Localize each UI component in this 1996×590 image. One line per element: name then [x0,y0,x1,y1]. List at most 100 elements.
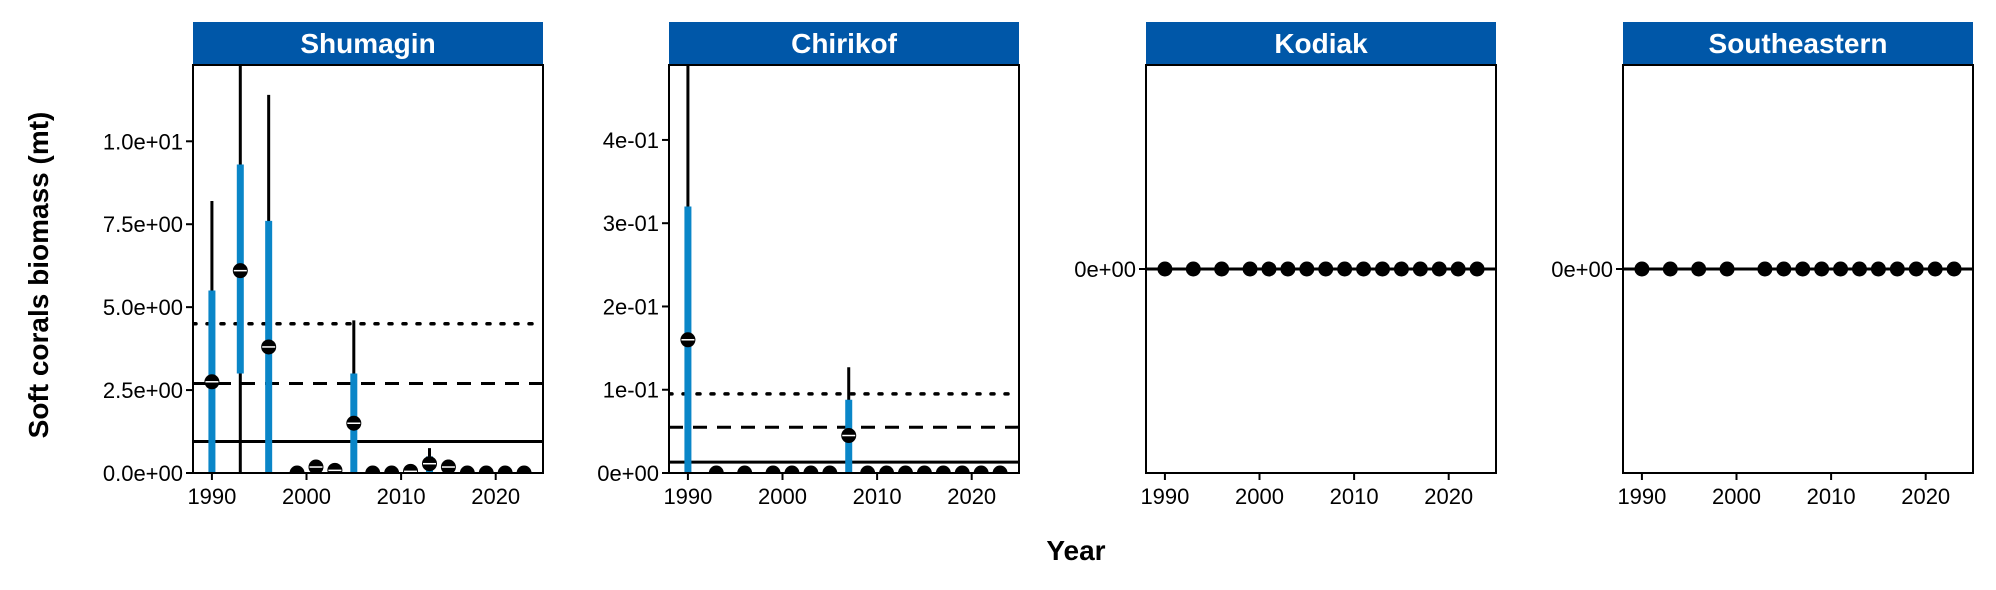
point-2017 [1889,261,1905,277]
point-2017 [1412,261,1428,277]
x-tick-label: 2020 [471,484,520,509]
point-2005 [1776,261,1792,277]
x-tick-label: 1990 [1140,484,1189,509]
point-1999 [1242,261,1258,277]
y-tick-label: 4e-01 [603,128,659,153]
x-tick-label: 2020 [1901,484,1950,509]
point-2017 [459,465,475,473]
point-2001 [784,465,800,473]
strip-label: Chirikof [791,28,897,59]
point-2023 [516,465,532,473]
point-2021 [1927,261,1943,277]
y-tick-label: 5.0e+00 [103,295,183,320]
point-2011 [879,465,895,473]
x-tick-label: 2010 [1807,484,1856,509]
point-2017 [935,465,951,473]
x-tick-label: 2020 [947,484,996,509]
y-tick-label: 0e+00 [597,461,659,486]
point-1993 [1185,261,1201,277]
point-2009 [1337,261,1353,277]
point-1993 [1662,261,1678,277]
panel-southeastern: Southeastern 0e+00 1990 2000 2010 2020 [1551,22,1974,509]
point-2015 [916,465,932,473]
point-2015 [440,459,456,473]
x-tick-label: 1990 [663,484,712,509]
point-2011 [1356,261,1372,277]
point-2023 [1469,261,1485,277]
strip-label: Southeastern [1709,28,1888,59]
point-2003 [1757,261,1773,277]
x-tick-label: 2000 [1712,484,1761,509]
panel-border [668,64,1020,474]
strip-header [669,22,1019,65]
panel-shumagin: Shumagin 0.0e+00 2.5e+00 5.0e+00 7.5e+00 1.0e… [103,22,544,509]
point-2009 [860,465,876,473]
x-tick-label: 2010 [1330,484,1379,509]
x-tick-label: 2010 [377,484,426,509]
y-tick-label: 7.5e+00 [103,212,183,237]
point-1999 [289,465,305,473]
x-tick-label: 2000 [1235,484,1284,509]
point-2007 [365,465,381,473]
point-2023 [1946,261,1962,277]
point-2023 [992,465,1008,473]
strip-label: Shumagin [300,28,435,59]
point-2009 [1814,261,1830,277]
point-2007 [1795,261,1811,277]
point-2021 [973,465,989,473]
x-tick-label: 2020 [1424,484,1473,509]
point-2021 [1450,261,1466,277]
point-2019 [954,465,970,473]
point-2013 [1374,261,1390,277]
y-tick-label: 0e+00 [1551,257,1613,282]
point-2013 [1851,261,1867,277]
point-2003 [1280,261,1296,277]
y-tick-label: 1.0e+01 [103,129,183,154]
strip-header [1146,22,1496,65]
plot-area [193,65,543,473]
strip-label: Kodiak [1274,28,1368,59]
point-2005 [822,465,838,473]
point-1999 [765,465,781,473]
x-axis-title: Year [1046,535,1105,566]
panel-kodiak: Kodiak 0e+00 1990 2000 2010 2020 [1074,22,1497,509]
point-2019 [1431,261,1447,277]
point-2001 [1261,261,1277,277]
plot-area [1623,261,1973,277]
point-1996 [1691,261,1707,277]
point-2019 [478,465,494,473]
x-tick-label: 2010 [853,484,902,509]
y-tick-label: 3e-01 [603,211,659,236]
panels: Shumagin 0.0e+00 2.5e+00 5.0e+00 7.5e+00 1.0e… [103,22,1974,509]
point-2003 [803,465,819,473]
point-2015 [1393,261,1409,277]
point-1993 [708,465,724,473]
x-tick-label: 1990 [1617,484,1666,509]
y-axis-title: Soft corals biomass (mt) [23,112,54,439]
point-1990 [1157,261,1173,277]
point-2019 [1908,261,1924,277]
y-tick-label: 1e-01 [603,378,659,403]
plot-area [669,65,1019,473]
y-tick-label: 2.5e+00 [103,378,183,403]
point-2015 [1870,261,1886,277]
point-1990 [1634,261,1650,277]
plot-area [1146,261,1496,277]
point-2009 [384,465,400,473]
strip-header [193,22,543,65]
y-tick-label: 2e-01 [603,294,659,319]
x-tick-label: 1990 [187,484,236,509]
strip-header [1623,22,1973,65]
point-2013 [897,465,913,473]
panel-border [192,64,544,474]
point-2007 [1318,261,1334,277]
point-2001 [308,459,324,473]
point-2005 [1299,261,1315,277]
point-1996 [1214,261,1230,277]
point-2011 [1833,261,1849,277]
x-tick-label: 2000 [282,484,331,509]
point-1999 [1719,261,1735,277]
point-2021 [497,465,513,473]
y-tick-label: 0.0e+00 [103,461,183,486]
